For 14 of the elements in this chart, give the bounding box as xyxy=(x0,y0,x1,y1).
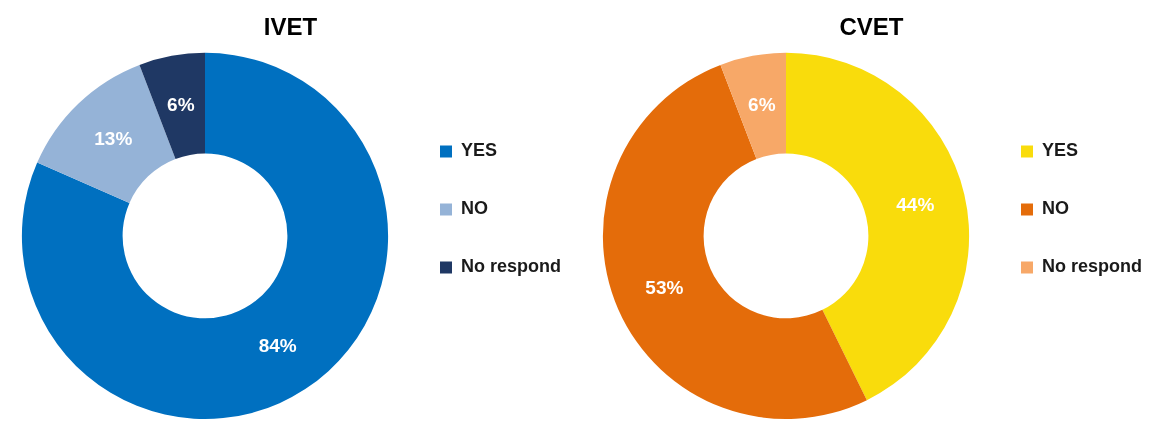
legend-label: No respond xyxy=(1042,256,1143,277)
legend-label: No respond xyxy=(461,256,562,277)
chart-title: IVET xyxy=(263,13,318,41)
data-label: 84% xyxy=(258,335,297,357)
chart-title: CVET xyxy=(839,13,904,41)
legend-label: NO xyxy=(461,198,488,219)
data-label: 53% xyxy=(645,277,684,299)
data-label: 6% xyxy=(748,93,776,115)
data-label: 13% xyxy=(94,128,133,150)
data-label: 6% xyxy=(167,93,195,115)
data-label: 44% xyxy=(896,194,935,216)
legend-label: YES xyxy=(1042,140,1079,161)
legend-label: YES xyxy=(461,140,498,161)
legend-label: NO xyxy=(1042,198,1069,219)
